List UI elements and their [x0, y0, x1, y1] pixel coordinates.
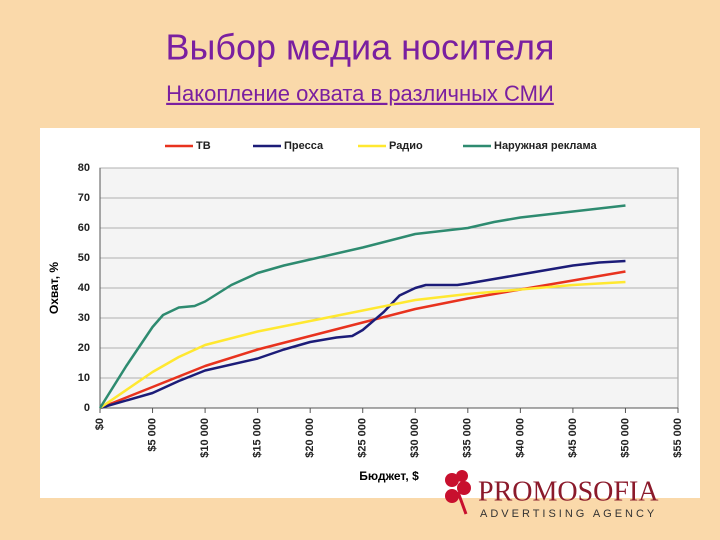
logo-petal [457, 481, 471, 495]
logo-name: PROMOSOFIA [478, 476, 659, 507]
series-line [98, 204, 626, 409]
y-tick-label: 80 [78, 162, 90, 174]
y-tick-label: 10 [78, 372, 90, 384]
y-tick-label: 20 [78, 342, 90, 354]
y-tick-label: 70 [78, 192, 90, 204]
x-tick-label: $15 000 [252, 418, 264, 458]
legend-label: Наружная реклама [494, 140, 597, 152]
x-tick-label: $30 000 [409, 418, 421, 458]
slide-subtitle: Накопление охвата в различных СМИ [166, 81, 554, 106]
slide-title: Выбор медиа носителя [165, 27, 554, 68]
logo: PROMOSOFIA ADVERTISING AGENCY [445, 470, 659, 520]
x-tick-label: $45 000 [567, 418, 579, 458]
x-tick-label: $55 000 [672, 418, 684, 458]
x-tick-label: $40 000 [514, 418, 526, 458]
legend-label: Пресса [284, 140, 324, 152]
logo-tagline: ADVERTISING AGENCY [480, 508, 657, 520]
logo-petal [445, 489, 459, 503]
x-tick-label: $50 000 [619, 418, 631, 458]
y-tick-label: 0 [84, 402, 90, 414]
series-line [99, 280, 626, 410]
y-tick-label: 60 [78, 222, 90, 234]
logo-petal [456, 470, 468, 482]
y-tick-label: 30 [78, 312, 90, 324]
series-line [99, 259, 626, 410]
x-axis-label: Бюджет, $ [359, 469, 419, 483]
x-tick-label: $10 000 [199, 418, 211, 458]
logo-stem [456, 491, 468, 515]
y-tick-label: 50 [78, 252, 90, 264]
logo-petal [445, 473, 459, 487]
series-line [99, 270, 626, 410]
x-tick-label: $5 000 [146, 418, 158, 452]
x-tick-label: $25 000 [357, 418, 369, 458]
x-tick-label: $0 [94, 418, 106, 430]
x-tick-label: $20 000 [304, 418, 316, 458]
y-axis-label: Охват, % [47, 262, 61, 315]
y-tick-label: 40 [78, 282, 90, 294]
x-tick-label: $35 000 [462, 418, 474, 458]
legend-label: ТВ [196, 140, 211, 152]
legend-label: Радио [389, 140, 423, 152]
